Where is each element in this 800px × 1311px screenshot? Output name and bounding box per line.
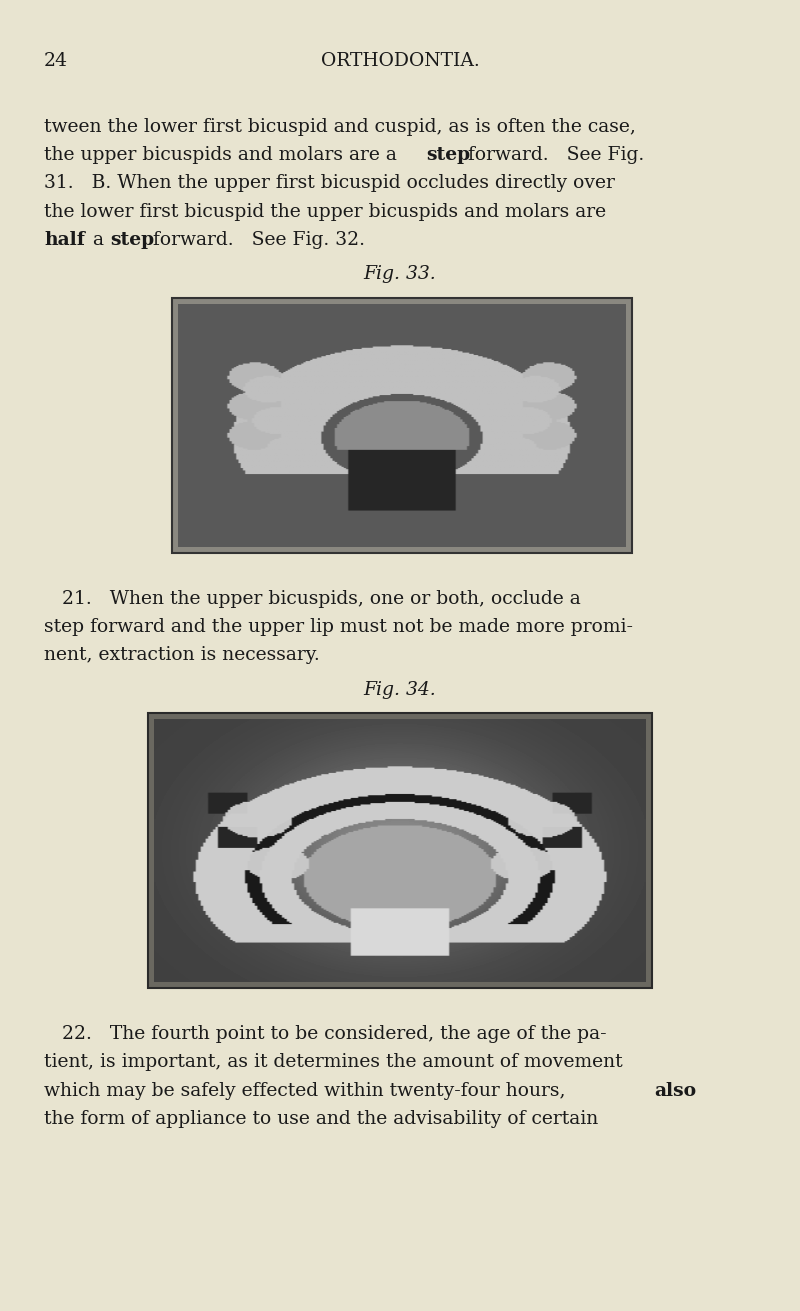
Text: the form of appliance to use and the advisability of certain: the form of appliance to use and the adv… — [44, 1109, 598, 1127]
Text: 21.   When the upper bicuspids, one or both, occlude a: 21. When the upper bicuspids, one or bot… — [44, 590, 581, 608]
Text: ORTHODONTIA.: ORTHODONTIA. — [321, 52, 479, 71]
Text: tween the lower first bicuspid and cuspid, as is often the case,: tween the lower first bicuspid and cuspi… — [44, 118, 636, 136]
Text: also: also — [654, 1082, 697, 1100]
Text: 31.   B. When the upper first bicuspid occludes directly over: 31. B. When the upper first bicuspid occ… — [44, 174, 615, 193]
Text: 22.   The fourth point to be considered, the age of the pa-: 22. The fourth point to be considered, t… — [44, 1025, 606, 1044]
Text: the lower first bicuspid the upper bicuspids and molars are: the lower first bicuspid the upper bicus… — [44, 202, 606, 220]
Text: a: a — [87, 231, 110, 249]
Text: nent, extraction is necessary.: nent, extraction is necessary. — [44, 646, 320, 665]
Text: step forward and the upper lip must not be made more promi-: step forward and the upper lip must not … — [44, 617, 633, 636]
Text: the upper bicuspids and molars are a: the upper bicuspids and molars are a — [44, 146, 403, 164]
Bar — [148, 713, 652, 988]
Text: Fig. 34.: Fig. 34. — [364, 680, 436, 699]
Text: step: step — [426, 146, 470, 164]
Text: which may be safely effected within twenty-four hours,: which may be safely effected within twen… — [44, 1082, 571, 1100]
Text: half: half — [44, 231, 85, 249]
Text: forward.   See Fig.: forward. See Fig. — [462, 146, 645, 164]
Text: step: step — [110, 231, 154, 249]
Text: 24: 24 — [44, 52, 68, 71]
Bar — [172, 298, 632, 553]
Text: Fig. 33.: Fig. 33. — [364, 265, 436, 283]
Text: forward.   See Fig. 32.: forward. See Fig. 32. — [147, 231, 365, 249]
Text: tient, is important, as it determines the amount of movement: tient, is important, as it determines th… — [44, 1053, 622, 1071]
